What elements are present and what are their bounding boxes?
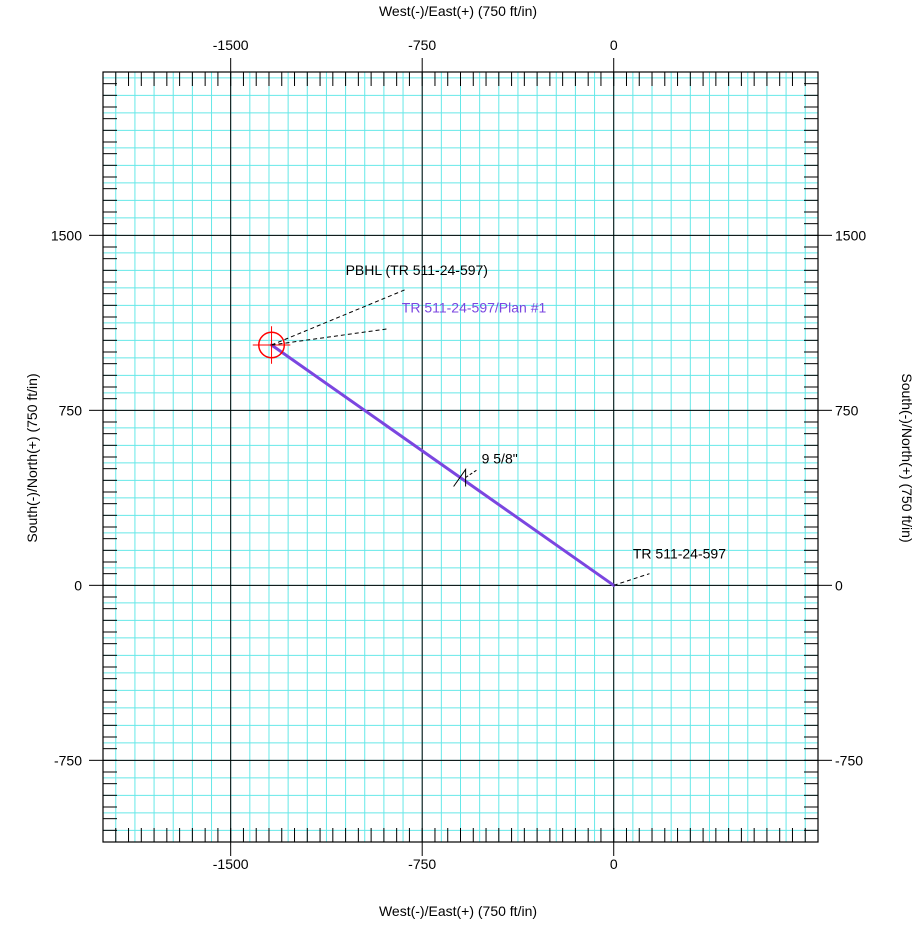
y-tick-label-right: 0 [835, 577, 843, 593]
annotation-label: TR 511-24-597/Plan #1 [402, 299, 547, 315]
annotation-leader-line [271, 288, 408, 346]
x-axis-title-top: West(-)/East(+) (750 ft/in) [379, 3, 537, 19]
axis-ticks: -1500 -1500 -750 -750 0 0 -750 -750 0 0 750 750 1500… [51, 37, 867, 872]
annotation-label: PBHL (TR 511-24-597) [346, 262, 488, 278]
y-tick-label-right: 1500 [835, 227, 866, 243]
y-axis-title-right: South(-)/North(+) (750 ft/in) [899, 373, 915, 542]
y-tick-label-left: 1500 [51, 227, 82, 243]
y-tick-label-left: -750 [54, 752, 82, 768]
y-tick-label-left: 0 [74, 577, 82, 593]
grid [103, 72, 818, 842]
y-axis-title-left: South(-)/North(+) (750 ft/in) [24, 373, 40, 542]
plot-frame [102, 71, 819, 843]
axis-labels: West(-)/East(+) (750 ft/in) West(-)/East… [24, 3, 915, 919]
annotation-label: TR 511-24-597 [633, 546, 726, 562]
well-path-line [270, 343, 616, 587]
x-axis-title-bottom: West(-)/East(+) (750 ft/in) [379, 903, 537, 919]
x-tick-label-top: 0 [610, 37, 618, 53]
y-tick-label-left: 750 [59, 402, 83, 418]
casing-leader-line [465, 469, 478, 478]
x-tick-label-top: -750 [408, 37, 436, 53]
annotation-leader-line [271, 328, 390, 346]
y-tick-label-right: -750 [835, 752, 863, 768]
data-layer: 9 5/8" PBHL (TR 511-24-597) TR 511-24-597/… [252, 262, 726, 587]
x-tick-label-bottom: -1500 [213, 856, 249, 872]
x-tick-label-bottom: -750 [408, 856, 436, 872]
casing-marker [453, 467, 467, 487]
x-tick-label-bottom: 0 [610, 856, 618, 872]
casing-label: 9 5/8" [482, 451, 518, 467]
x-tick-label-top: -1500 [213, 37, 249, 53]
y-tick-label-right: 750 [835, 402, 859, 418]
annotation-leader-line [613, 573, 650, 586]
